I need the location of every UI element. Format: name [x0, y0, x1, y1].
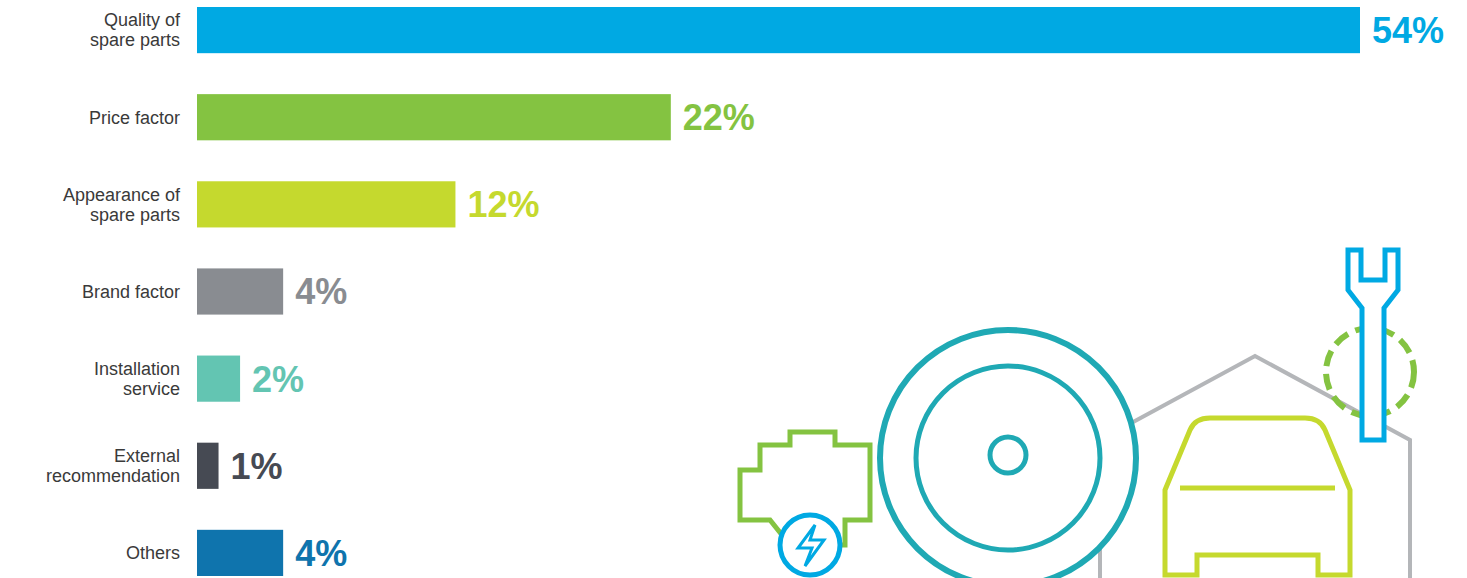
- tick: Quality ofspare parts: [90, 10, 181, 50]
- category-label-line: Price factor: [89, 108, 180, 128]
- category-label-line: Others: [126, 543, 180, 563]
- bar: [197, 268, 283, 314]
- steering-wheel-icon: [990, 437, 1026, 473]
- decoration: [740, 250, 1414, 578]
- y-axis: Quality ofspare partsPrice factorAppeara…: [46, 10, 181, 563]
- category-label: Appearance ofspare parts: [63, 185, 181, 225]
- bar: [197, 530, 283, 576]
- bars: [197, 7, 1360, 576]
- tick: Appearance ofspare parts: [63, 185, 181, 225]
- bar: [197, 181, 455, 227]
- category-label: Price factor: [89, 108, 180, 128]
- tick: Externalrecommendation: [46, 446, 180, 486]
- category-label: Externalrecommendation: [46, 446, 180, 486]
- category-label-line: recommendation: [46, 466, 180, 486]
- category-label-line: spare parts: [90, 30, 180, 50]
- category-label-line: Appearance of: [63, 185, 181, 205]
- category-label: Quality ofspare parts: [90, 10, 181, 50]
- steering-wheel-icon: [916, 366, 1100, 550]
- data-label: 1%: [231, 446, 283, 487]
- category-label-line: Installation: [94, 359, 180, 379]
- bar: [197, 7, 1360, 53]
- category-label-line: Brand factor: [82, 282, 180, 302]
- steering-wheel-icon: [880, 330, 1136, 578]
- data-label: 2%: [252, 359, 304, 400]
- car-icon: [1165, 418, 1350, 575]
- tick: Others: [126, 543, 180, 563]
- bar: [197, 94, 671, 140]
- tick: Installationservice: [94, 359, 180, 399]
- category-label: Brand factor: [82, 282, 180, 302]
- data-label: 22%: [683, 97, 755, 138]
- bar: [197, 443, 219, 489]
- data-labels: 54% 22% 12% 4% 2% 1% 4%: [231, 10, 1445, 574]
- wrench-icon: [1348, 250, 1398, 440]
- category-label: Others: [126, 543, 180, 563]
- data-label: 4%: [295, 533, 347, 574]
- data-label: 4%: [295, 271, 347, 312]
- tick: Brand factor: [82, 282, 180, 302]
- data-label: 54%: [1372, 10, 1444, 51]
- tick: Price factor: [89, 108, 180, 128]
- category-label: Installationservice: [94, 359, 180, 399]
- category-label-line: External: [114, 446, 180, 466]
- bar: [197, 356, 240, 402]
- electric-icon: [798, 525, 824, 566]
- electric-icon: [780, 515, 840, 575]
- category-label-line: Quality of: [104, 10, 181, 30]
- category-label-line: spare parts: [90, 205, 180, 225]
- chart: Quality ofspare partsPrice factorAppeara…: [0, 0, 1467, 578]
- category-label-line: service: [123, 379, 180, 399]
- data-label: 12%: [467, 184, 539, 225]
